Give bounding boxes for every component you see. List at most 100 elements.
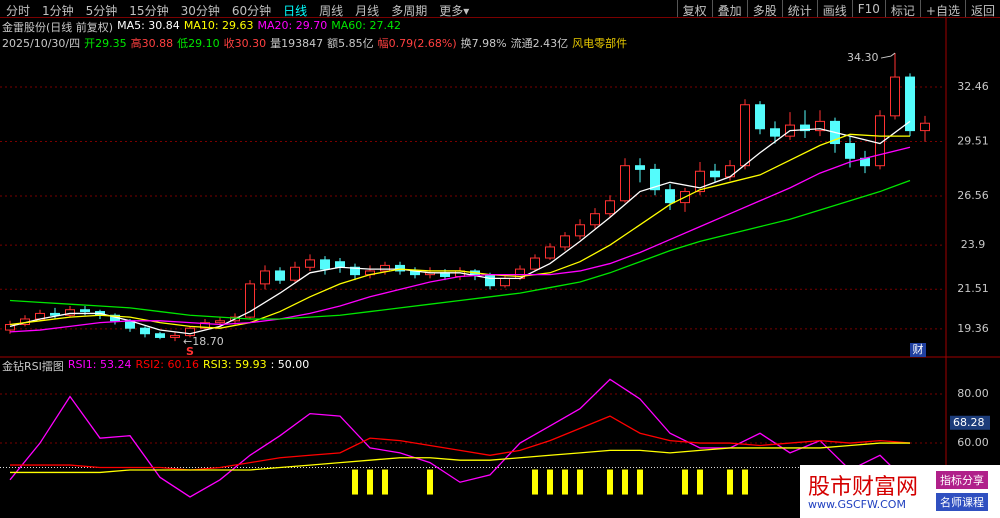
candle-body [905, 76, 915, 132]
y-tick-label: 29.51 [957, 135, 989, 148]
candle-body [560, 235, 570, 248]
tab[interactable]: 5分钟 [85, 4, 118, 18]
toolbar: 分时 1分钟 5分钟 15分钟 30分钟 60分钟 日线 周线 月线 多周期 更多▾ 复权 叠加 多股 统计… [0, 0, 1000, 18]
tab[interactable]: 更多▾ [439, 4, 470, 18]
quote-field: 风电零部件 [572, 37, 628, 50]
candle-body [920, 122, 930, 132]
tab[interactable]: 15分钟 [129, 4, 169, 18]
legend-item: RSI1: 53.24 [67, 358, 132, 371]
candle-body [545, 246, 555, 259]
tab[interactable]: 月线 [355, 4, 380, 18]
tab[interactable]: 30分钟 [180, 4, 220, 18]
candle-body [335, 261, 345, 268]
candle-body [320, 259, 330, 270]
y-tick-label: 60.00 [957, 436, 989, 449]
candle-body [845, 143, 855, 159]
candle-body [530, 257, 540, 270]
series-line [9, 378, 911, 498]
quote-field: 收30.30 [223, 37, 267, 50]
series-line [10, 415, 911, 471]
candle-body [665, 189, 675, 204]
toolbar-button[interactable]: +自选 [919, 0, 965, 18]
signal-bar [607, 469, 613, 495]
candle-body [380, 264, 390, 272]
candle-body [635, 165, 645, 170]
candle-body [740, 104, 750, 167]
toolbar-button[interactable]: 画线 [816, 0, 852, 18]
badge: 财 [913, 342, 924, 356]
candle-body [755, 104, 765, 130]
candle-body [65, 309, 75, 316]
legend-item: MA5: 30.84 [117, 19, 180, 32]
panel-title: 金钻RSI擂图 [2, 360, 64, 373]
signal-bar [697, 469, 703, 495]
signal-bar [382, 469, 388, 495]
candle-body [800, 124, 810, 132]
quote-field: 开29.35 [84, 37, 127, 50]
candle-body [290, 266, 300, 281]
rsi-legend-row: 金钻RSI擂图 RSI1: 53.24 RSI2: 60.16 RSI3: 59.9… [2, 358, 309, 374]
annotation: 34.30 [847, 51, 879, 64]
toolbar-button[interactable]: F10 [851, 0, 885, 17]
legend-item: RSI3: 59.93 [203, 358, 267, 371]
quote-field: 量193847 [270, 37, 324, 50]
candle-body [215, 320, 225, 324]
quote-field: 2025/10/30/四 [2, 37, 81, 50]
watermark-site: 股市财富网 [808, 475, 919, 500]
watermark-tag[interactable]: 名师课程 [936, 493, 988, 511]
signal-label: S [186, 345, 194, 358]
candle-body [350, 266, 360, 276]
y-tick-label: 19.36 [957, 322, 989, 335]
series-line [9, 120, 911, 335]
annotation-pointer [880, 52, 896, 59]
signal-bar [742, 469, 748, 495]
chart-title: 金雷股份(日线 前复权) [2, 21, 114, 34]
current-value-box [950, 415, 990, 430]
y-tick-label: 32.46 [957, 80, 989, 93]
toolbar-button[interactable]: 统计 [781, 0, 817, 18]
signal-bar [547, 469, 553, 495]
quote-field: 幅0.79(2.68%) [377, 37, 457, 50]
quote-field: 额5.85亿 [327, 37, 374, 50]
signal-bar [562, 469, 568, 495]
tab[interactable]: 周线 [319, 4, 344, 18]
toolbar-button[interactable]: 复权 [676, 0, 712, 18]
candle-body [710, 170, 720, 178]
toolbar-button[interactable]: 返回 [964, 0, 1000, 18]
current-value: 68.28 [953, 416, 985, 429]
tab[interactable]: 1分钟 [42, 4, 74, 18]
toolbar-button[interactable]: 叠加 [711, 0, 747, 18]
series-line [9, 179, 911, 320]
legend-item: MA60: 27.42 [331, 19, 401, 32]
candle-body [155, 333, 165, 338]
toolbar-button[interactable]: 标记 [884, 0, 920, 18]
series-line [9, 146, 911, 333]
legend-row: 金雷股份(日线 前复权) MA5: 30.84 MA10: 29.63 MA20: … [2, 19, 401, 35]
badge-box [910, 343, 926, 357]
candle-body [170, 335, 180, 338]
quote-field: 高30.88 [130, 37, 174, 50]
signal-bar [622, 469, 628, 495]
toolbar-button[interactable]: 多股 [746, 0, 782, 18]
legend-item: MA10: 29.63 [183, 19, 254, 32]
series-line [10, 442, 910, 474]
watermark-tag[interactable]: 指标分享 [936, 471, 988, 489]
candle-body [725, 165, 735, 178]
signal-bar [532, 469, 538, 495]
tab[interactable]: 分时 [6, 4, 31, 18]
signal-bar [352, 469, 358, 495]
toolbar-right: 复权 叠加 多股 统计 画线 F10 标记 +自选 返回 [676, 0, 1000, 18]
quote-field: 换7.98% [460, 37, 507, 50]
candle-body [50, 312, 60, 316]
candle-body [80, 309, 90, 313]
y-tick-label: 21.51 [957, 282, 989, 295]
legend-item: : 50.00 [270, 358, 310, 371]
tab[interactable]: 日线 [283, 4, 308, 18]
tab[interactable]: 60分钟 [231, 4, 272, 18]
candle-body [500, 277, 510, 287]
candle-body [815, 120, 825, 132]
candle-body [575, 224, 585, 237]
tab[interactable]: 多周期 [391, 4, 428, 18]
